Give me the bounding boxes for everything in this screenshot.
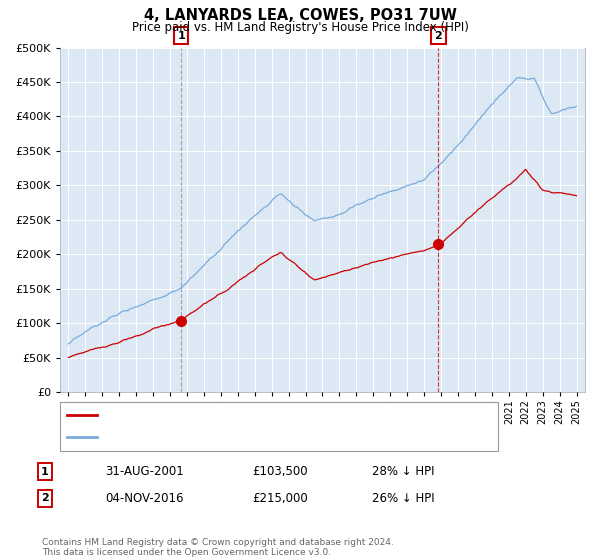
Text: 2: 2	[41, 493, 49, 503]
Text: 1: 1	[41, 466, 49, 477]
Text: 2: 2	[434, 31, 442, 41]
Text: 4, LANYARDS LEA, COWES, PO31 7UW (detached house): 4, LANYARDS LEA, COWES, PO31 7UW (detach…	[102, 410, 416, 421]
Text: 28% ↓ HPI: 28% ↓ HPI	[372, 465, 434, 478]
Text: Contains HM Land Registry data © Crown copyright and database right 2024.
This d: Contains HM Land Registry data © Crown c…	[42, 538, 394, 557]
Text: 04-NOV-2016: 04-NOV-2016	[105, 492, 184, 505]
Text: £103,500: £103,500	[252, 465, 308, 478]
Text: 1: 1	[178, 31, 185, 41]
Text: 31-AUG-2001: 31-AUG-2001	[105, 465, 184, 478]
Text: HPI: Average price, detached house, Isle of Wight: HPI: Average price, detached house, Isle…	[102, 432, 377, 442]
Text: £215,000: £215,000	[252, 492, 308, 505]
Text: Price paid vs. HM Land Registry's House Price Index (HPI): Price paid vs. HM Land Registry's House …	[131, 21, 469, 34]
Text: 26% ↓ HPI: 26% ↓ HPI	[372, 492, 434, 505]
Text: 4, LANYARDS LEA, COWES, PO31 7UW: 4, LANYARDS LEA, COWES, PO31 7UW	[143, 8, 457, 24]
